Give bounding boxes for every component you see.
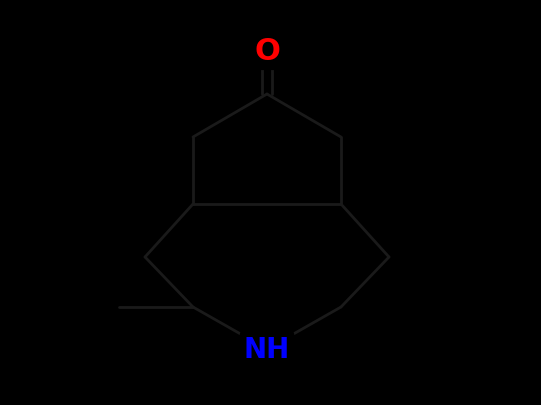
Text: O: O (254, 37, 280, 66)
Text: NH: NH (244, 335, 290, 363)
